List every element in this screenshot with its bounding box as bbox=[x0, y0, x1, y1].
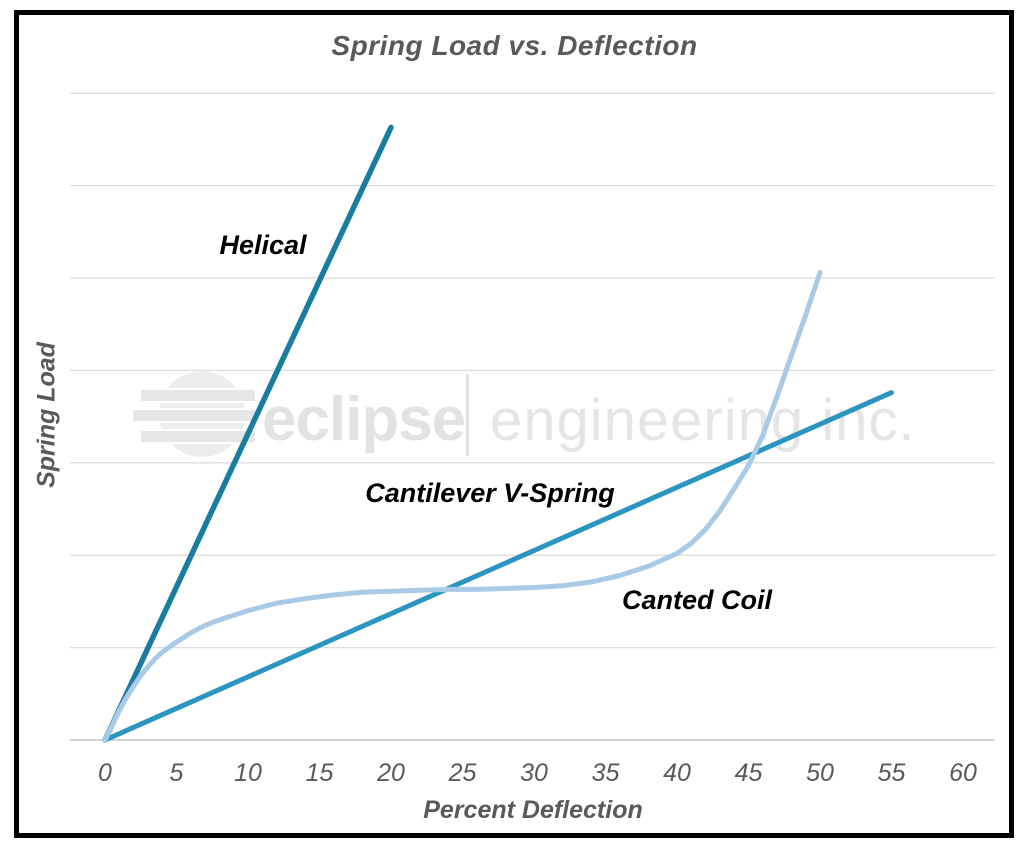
x-axis-title: Percent Deflection bbox=[423, 796, 643, 824]
series-line-canted-coil bbox=[102, 270, 823, 743]
x-tick-labels: 0 5 10 15 20 25 30 35 40 45 50 55 60 bbox=[98, 759, 977, 787]
x-tick-label: 40 bbox=[663, 759, 691, 787]
x-tick-label: 50 bbox=[806, 759, 834, 787]
x-tick-label: 30 bbox=[520, 759, 548, 787]
x-tick-label: 25 bbox=[448, 759, 477, 787]
x-tick-label: 5 bbox=[170, 759, 184, 787]
x-tick-label: 45 bbox=[735, 759, 763, 787]
x-tick-label: 60 bbox=[949, 759, 977, 787]
watermark: eclipse engineering inc. bbox=[131, 371, 916, 457]
series-line-cantilever-v-spring bbox=[102, 390, 894, 743]
x-tick-label: 10 bbox=[234, 759, 262, 787]
watermark-brand-light: engineering inc. bbox=[490, 388, 916, 453]
logo-speed-line bbox=[139, 388, 257, 403]
x-tick-label: 15 bbox=[306, 759, 334, 787]
series-lines bbox=[102, 124, 894, 743]
x-tick-label: 35 bbox=[592, 759, 620, 787]
gridlines bbox=[70, 92, 995, 649]
x-tick-label: 20 bbox=[376, 759, 405, 787]
x-tick-label: 55 bbox=[878, 759, 906, 787]
series-labels: Helical Cantilever V-Spring Canted Coil bbox=[219, 230, 772, 615]
logo-speed-line bbox=[131, 408, 259, 423]
logo-speed-line bbox=[139, 429, 257, 444]
watermark-brand-bold: eclipse bbox=[262, 385, 465, 454]
series-label-helical: Helical bbox=[219, 230, 307, 260]
series-label-canted-coil: Canted Coil bbox=[622, 585, 773, 615]
series-line-helical bbox=[102, 124, 394, 743]
series-label-cantilever-v-spring: Cantilever V-Spring bbox=[365, 478, 615, 508]
chart-title: Spring Load vs. Deflection bbox=[331, 30, 698, 61]
y-axis-title: Spring Load bbox=[32, 342, 61, 488]
watermark-separator bbox=[466, 374, 469, 456]
x-tick-label: 0 bbox=[98, 759, 112, 787]
